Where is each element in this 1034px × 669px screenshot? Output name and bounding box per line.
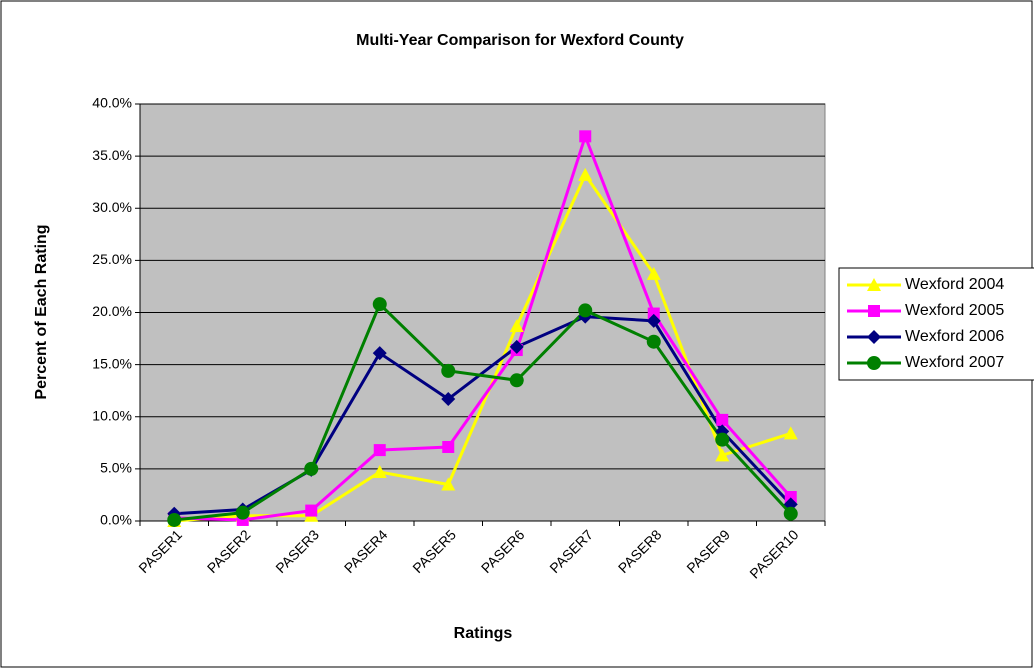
marker (509, 339, 524, 354)
marker (646, 334, 661, 349)
marker (305, 504, 318, 517)
legend-label: Wexford 2005 (905, 302, 1004, 319)
marker (441, 477, 456, 491)
legend-label: Wexford 2006 (905, 328, 1004, 345)
legend-label: Wexford 2007 (905, 354, 1004, 371)
series-line (174, 301, 792, 522)
marker (578, 303, 593, 318)
marker (235, 505, 250, 520)
marker (441, 392, 456, 407)
y-tick-label: 5.0% (100, 460, 132, 476)
marker (867, 356, 881, 370)
marker (579, 130, 592, 143)
marker (783, 506, 798, 521)
marker (372, 297, 387, 312)
marker (442, 440, 455, 453)
marker (372, 346, 387, 361)
marker (784, 491, 797, 504)
x-axis-label: Ratings (454, 625, 513, 642)
series-line (174, 131, 792, 522)
marker (304, 461, 319, 476)
marker (646, 313, 661, 328)
marker (373, 444, 386, 457)
marker (647, 307, 660, 320)
y-tick-label: 35.0% (92, 147, 132, 163)
marker (868, 305, 880, 317)
marker (867, 330, 881, 344)
marker (715, 448, 730, 462)
marker (783, 426, 798, 440)
marker (167, 512, 182, 527)
y-tick-label: 40.0% (92, 95, 132, 111)
marker (372, 465, 387, 479)
marker (867, 278, 881, 291)
y-tick-label: 20.0% (92, 303, 132, 319)
marker (509, 319, 524, 333)
y-axis-label: Percent of Each Rating (33, 224, 50, 399)
marker (715, 432, 730, 447)
chart-title: Multi-Year Comparison for Wexford County (356, 32, 684, 49)
marker (578, 167, 593, 181)
y-tick-label: 25.0% (92, 251, 132, 267)
y-tick-label: 30.0% (92, 199, 132, 215)
y-tick-label: 0.0% (100, 512, 132, 528)
y-tick-label: 10.0% (92, 407, 132, 423)
marker (646, 266, 661, 280)
marker (509, 373, 524, 388)
legend-label: Wexford 2004 (905, 276, 1004, 293)
y-tick-label: 15.0% (92, 355, 132, 371)
marker (716, 413, 729, 426)
legend: Wexford 2004 Wexford 2005 Wexford 2006 Wexf… (838, 267, 1034, 381)
marker (441, 363, 456, 378)
